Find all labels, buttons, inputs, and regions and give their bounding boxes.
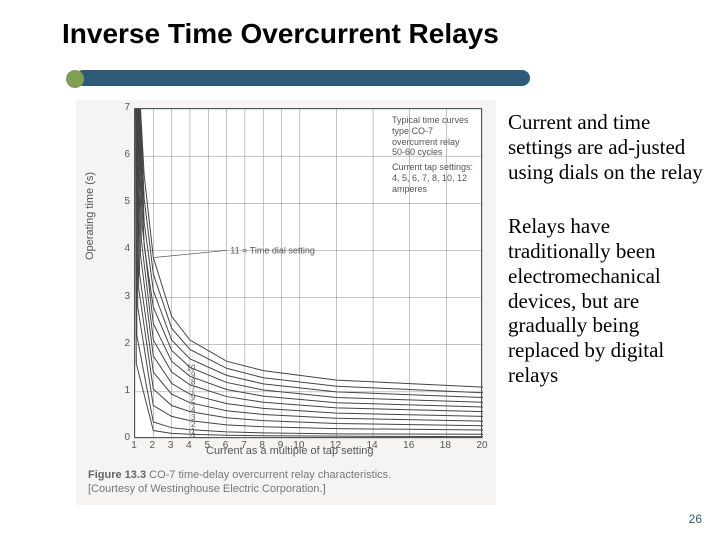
chart-plot-area: 11 = Time dial setting10987654321½ Typic… (134, 108, 482, 438)
ytick-label: 3 (112, 291, 130, 302)
svg-text:½: ½ (189, 430, 196, 439)
xtick-label: 20 (476, 440, 487, 451)
ytick-label: 6 (112, 149, 130, 160)
figure-text: CO-7 time-delay overcurrent relay charac… (149, 469, 391, 481)
xtick-label: 10 (293, 440, 304, 451)
xtick-label: 16 (403, 440, 414, 451)
title-underline (75, 70, 530, 86)
paragraph-2: Relays have traditionally been electrome… (508, 214, 703, 387)
xtick-label: 3 (168, 440, 174, 451)
title-bullet (66, 70, 84, 88)
xtick-label: 4 (186, 440, 192, 451)
ytick-label: 0 (112, 432, 130, 443)
legend-line: type CO-7 (392, 126, 473, 137)
chart-panel: 11 = Time dial setting10987654321½ Typic… (76, 100, 496, 505)
figure-number: Figure 13.3 (88, 469, 146, 481)
page-number: 26 (689, 512, 702, 526)
ytick-label: 1 (112, 385, 130, 396)
legend-line: overcurrent relay (392, 137, 473, 148)
xtick-label: 2 (150, 440, 156, 451)
xtick-label: 6 (223, 440, 229, 451)
xtick-label: 8 (259, 440, 265, 451)
figure-caption: Figure 13.3 CO-7 time-delay overcurrent … (88, 468, 391, 497)
right-text-column: Current and time settings are ad-justed … (508, 100, 703, 505)
figure-credit: [Courtesy of Westinghouse Electric Corpo… (88, 483, 326, 495)
ytick-label: 7 (112, 102, 130, 113)
legend-line: Typical time curves (392, 115, 473, 126)
slide-title: Inverse Time Overcurrent Relays (62, 18, 720, 50)
legend-line: Current tap settings: (392, 162, 473, 173)
xtick-label: 18 (440, 440, 451, 451)
xtick-label: 12 (330, 440, 341, 451)
legend-line: 50-60 cycles (392, 147, 473, 158)
svg-text:11 = Time dial setting: 11 = Time dial setting (230, 245, 315, 255)
chart-xlabel: Current as a multiple of tap setting (206, 445, 374, 457)
chart-legend: Typical time curves type CO-7 overcurren… (392, 115, 473, 195)
ytick-label: 2 (112, 338, 130, 349)
xtick-label: 7 (241, 440, 247, 451)
xtick-label: 5 (204, 440, 210, 451)
paragraph-1: Current and time settings are ad-justed … (508, 110, 703, 184)
chart-ylabel: Operating time (s) (84, 172, 96, 260)
legend-line: 4, 5, 6, 7, 8, 10, 12 (392, 173, 473, 184)
xtick-label: 14 (367, 440, 378, 451)
xtick-label: 1 (131, 440, 137, 451)
content-region: 11 = Time dial setting10987654321½ Typic… (76, 100, 703, 505)
xtick-label: 9 (278, 440, 284, 451)
ytick-label: 5 (112, 196, 130, 207)
legend-line: amperes (392, 184, 473, 195)
ytick-label: 4 (112, 243, 130, 254)
